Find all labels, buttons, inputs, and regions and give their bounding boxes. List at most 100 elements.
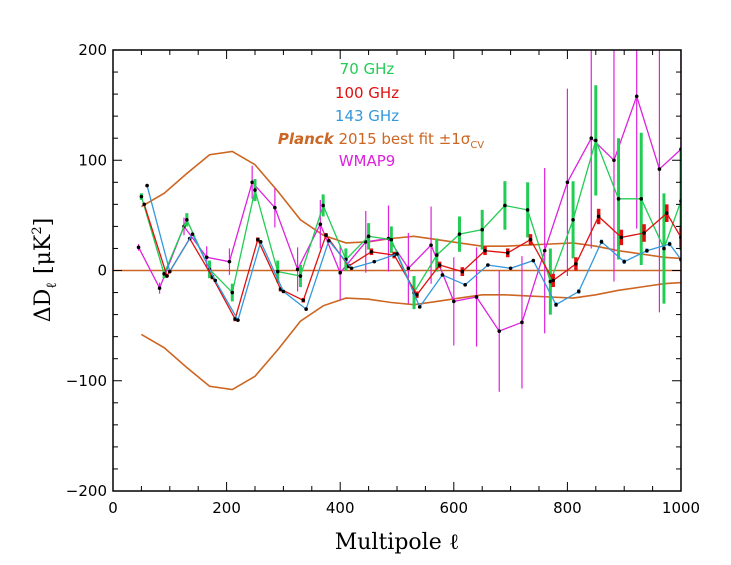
data-point-70ghz — [185, 217, 189, 222]
data-point-143ghz — [281, 289, 286, 294]
legend-planck-sub: CV — [470, 140, 484, 151]
data-point-70ghz — [525, 208, 530, 212]
data-point-70ghz — [321, 203, 325, 208]
data-point-143ghz — [622, 259, 626, 264]
y-axis-title-main: ΔD — [31, 289, 56, 323]
data-point-100ghz — [324, 233, 328, 238]
data-point-70ghz — [230, 290, 235, 295]
data-point-100ghz — [142, 202, 147, 207]
legend-entry-wmap9: WMAP9 — [339, 152, 396, 170]
data-point-wmap9 — [136, 245, 141, 250]
data-point-143ghz — [190, 232, 195, 236]
data-point-70ghz — [275, 269, 280, 274]
cv-band-upper — [140, 150, 681, 260]
data-point-wmap9 — [227, 259, 232, 264]
data-point-100ghz — [301, 298, 306, 303]
data-point-wmap9 — [634, 94, 639, 99]
data-point-70ghz — [162, 272, 166, 276]
data-point-70ghz — [298, 274, 303, 278]
data-point-143ghz — [304, 307, 308, 311]
x-tick-label: 800 — [553, 499, 582, 517]
data-point-wmap9 — [520, 320, 524, 325]
legend-planck-label: 2015 best fit ±1σ — [334, 130, 471, 148]
data-point-100ghz — [165, 274, 169, 278]
y-tick-label: 200 — [78, 41, 107, 59]
data-point-70ghz — [253, 188, 257, 192]
data-point-wmap9 — [474, 295, 479, 299]
y-tick-label: 100 — [78, 151, 107, 169]
y-axis-title-units: [μK — [31, 234, 56, 274]
data-point-70ghz — [389, 237, 394, 242]
y-tick-label: 0 — [97, 262, 107, 280]
data-point-143ghz — [327, 238, 331, 243]
legend-entry-100ghz: 100 GHz — [335, 84, 399, 102]
data-point-100ghz — [483, 248, 487, 253]
data-point-100ghz — [665, 211, 669, 215]
data-point-143ghz — [145, 183, 149, 188]
y-axis-title-units-close: ] — [31, 218, 56, 227]
x-tick-label: 600 — [439, 499, 468, 517]
data-point-wmap9 — [452, 299, 456, 304]
data-point-143ghz — [440, 273, 445, 277]
x-axis-title: Multipole ℓ — [335, 530, 460, 555]
data-point-70ghz — [616, 197, 621, 201]
legend-entry-70ghz: 70 GHz — [340, 60, 395, 78]
data-point-143ghz — [531, 258, 536, 263]
data-point-wmap9 — [338, 270, 343, 275]
data-point-100ghz — [574, 262, 578, 266]
plot-area — [113, 50, 681, 392]
data-point-wmap9 — [295, 267, 300, 272]
y-tick-label: −100 — [66, 372, 107, 390]
data-point-70ghz — [571, 217, 575, 222]
data-point-143ghz — [667, 242, 672, 246]
y-tick-label: −200 — [66, 482, 107, 500]
data-point-143ghz — [236, 318, 240, 322]
data-point-100ghz — [642, 231, 646, 235]
data-point-143ghz — [554, 302, 558, 307]
data-point-100ghz — [551, 278, 555, 283]
data-point-100ghz — [505, 251, 510, 255]
x-tick-label: 1000 — [662, 499, 700, 517]
data-point-70ghz — [457, 232, 462, 236]
data-point-143ghz — [349, 266, 354, 271]
data-point-143ghz — [258, 240, 263, 244]
data-point-70ghz — [662, 246, 666, 251]
data-point-70ghz — [366, 234, 371, 239]
legend-planck-italic: Planck — [278, 130, 335, 148]
data-point-143ghz — [508, 266, 513, 271]
data-point-wmap9 — [273, 205, 277, 210]
data-point-143ghz — [645, 248, 649, 253]
legend: 70 GHz 100 GHz 143 GHz Planck 2015 best … — [278, 60, 484, 170]
data-point-wmap9 — [565, 180, 570, 185]
data-point-100ghz — [596, 214, 601, 219]
data-point-143ghz — [372, 259, 377, 264]
data-point-wmap9 — [542, 248, 547, 253]
y-axis-title: ΔDℓ [μK2] — [30, 218, 60, 322]
data-point-100ghz — [460, 269, 465, 274]
data-point-70ghz — [594, 138, 598, 143]
data-point-70ghz — [434, 253, 439, 257]
y-axis-title-sub: ℓ — [44, 282, 60, 289]
x-tick-label: 0 — [108, 499, 118, 517]
legend-entry-143ghz: 143 GHz — [335, 107, 399, 125]
data-point-143ghz — [599, 240, 604, 244]
data-point-wmap9 — [657, 167, 662, 171]
data-point-wmap9 — [612, 158, 616, 163]
data-point-70ghz — [480, 227, 485, 232]
data-point-wmap9 — [204, 255, 209, 260]
data-point-wmap9 — [157, 286, 162, 290]
svg-text:ΔDℓ[μK2]: ΔDℓ [μK2] — [30, 218, 60, 322]
data-point-100ghz — [369, 249, 374, 254]
data-point-70ghz — [139, 194, 144, 199]
data-point-143ghz — [576, 289, 581, 294]
data-point-70ghz — [548, 279, 553, 284]
data-point-143ghz — [463, 283, 467, 287]
data-point-143ghz — [417, 305, 422, 309]
data-point-wmap9 — [429, 243, 433, 247]
data-point-143ghz — [213, 278, 218, 283]
data-point-wmap9 — [497, 329, 502, 333]
data-point-143ghz — [168, 269, 172, 274]
x-tick-label: 200 — [212, 499, 241, 517]
data-point-wmap9 — [406, 266, 411, 271]
